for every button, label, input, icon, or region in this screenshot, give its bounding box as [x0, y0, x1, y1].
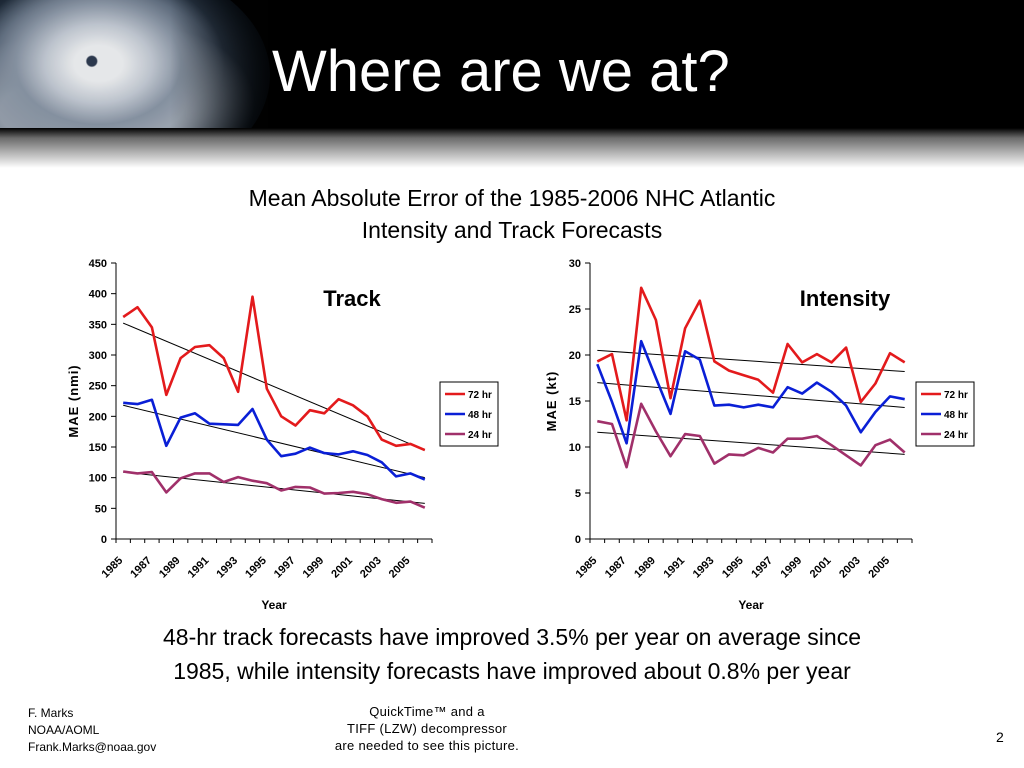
intensity-y-tick-label: 20	[569, 350, 581, 362]
intensity-trend-line	[597, 349, 905, 373]
slide-title: Where are we at?	[272, 39, 730, 104]
track-x-tick-label: 1993	[214, 555, 240, 581]
banner-gradient-edge	[0, 128, 1024, 168]
intensity-series-48-hr-line	[596, 339, 905, 445]
missing-picture-placeholder: QuickTime™ and a TIFF (LZW) decompressor…	[300, 703, 554, 754]
track-x-tick-label: 2001	[329, 555, 355, 581]
track-trend-line	[123, 404, 425, 479]
intensity-trend-line	[597, 431, 905, 455]
intensity-x-tick-label: 1987	[603, 555, 629, 581]
subtitle-line-1: Mean Absolute Error of the 1985-2006 NHC…	[248, 185, 776, 211]
track-y-tick-label: 450	[89, 258, 107, 270]
author-footer: F. Marks NOAA/AOML Frank.Marks@noaa.gov	[28, 705, 156, 756]
track-x-tick-label: 2005	[387, 555, 413, 581]
author-email: Frank.Marks@noaa.gov	[28, 740, 157, 754]
track-y-axis-label: MAE (nmi)	[66, 364, 81, 437]
intensity-y-tick-label: 25	[569, 304, 581, 316]
intensity-series-72-hr-line	[596, 286, 906, 422]
track-x-tick-label: 1997	[272, 555, 298, 581]
subtitle-line-2: Intensity and Track Forecasts	[361, 217, 663, 243]
track-y-tick-label: 50	[95, 503, 107, 515]
track-x-tick-label: 1999	[301, 555, 327, 581]
track-chart-title: Track	[323, 286, 381, 311]
intensity-trend-line	[597, 382, 905, 408]
track-legend-label: 24 hr	[468, 430, 492, 441]
track-x-axis-label: Year	[261, 598, 287, 612]
track-y-tick-label: 200	[89, 411, 107, 423]
track-series-72-hr-line	[122, 295, 426, 452]
intensity-x-tick-label: 2005	[866, 555, 892, 581]
track-y-tick-label: 250	[89, 381, 107, 393]
placeholder-line-2: TIFF (LZW) decompressor	[346, 721, 508, 736]
track-y-tick-label: 300	[89, 350, 107, 362]
caption-line-1: 48-hr track forecasts have improved 3.5%…	[162, 624, 862, 650]
placeholder-line-1: QuickTime™ and a	[369, 704, 485, 719]
intensity-x-tick-label: 1995	[720, 555, 746, 581]
intensity-y-tick-label: 0	[575, 534, 581, 546]
intensity-x-tick-label: 2001	[808, 555, 834, 581]
intensity-x-tick-label: 1997	[749, 555, 775, 581]
intensity-x-tick-label: 1999	[779, 555, 805, 581]
track-y-tick-label: 400	[89, 289, 107, 301]
intensity-x-tick-label: 2003	[837, 555, 863, 581]
intensity-legend-box	[915, 381, 975, 447]
caption-line-2: 1985, while intensity forecasts have imp…	[173, 658, 851, 684]
intensity-legend-label: 24 hr	[944, 430, 968, 441]
page-number: 2	[996, 729, 1004, 745]
track-x-tick-label: 1989	[157, 555, 183, 581]
placeholder-line-3: are needed to see this picture.	[334, 738, 520, 753]
track-legend-label: 72 hr	[468, 390, 492, 401]
author-name: F. Marks	[28, 706, 74, 720]
track-y-tick-label: 100	[89, 473, 107, 485]
track-series-48-hr-line	[123, 398, 426, 481]
track-y-tick-label: 350	[89, 319, 107, 331]
intensity-y-tick-label: 5	[575, 488, 581, 500]
intensity-x-tick-label: 1993	[691, 555, 717, 581]
slide-caption: 48-hr track forecasts have improved 3.5%…	[40, 620, 984, 688]
banner-fade	[0, 0, 1024, 140]
intensity-y-tick-label: 10	[569, 442, 581, 454]
track-y-tick-label: 150	[89, 442, 107, 454]
track-x-tick-label: 1991	[186, 555, 212, 581]
chart-subtitle: Mean Absolute Error of the 1985-2006 NHC…	[112, 182, 912, 246]
intensity-y-tick-label: 15	[569, 396, 581, 408]
intensity-y-tick-label: 30	[569, 258, 581, 270]
intensity-series-24-hr-line	[597, 402, 906, 469]
intensity-y-axis-label: MAE (kt)	[544, 371, 559, 432]
intensity-legend-label: 72 hr	[944, 390, 968, 401]
intensity-x-tick-label: 1989	[632, 555, 658, 581]
intensity-legend-label: 48 hr	[944, 410, 968, 421]
track-legend-label: 48 hr	[468, 410, 492, 421]
intensity-x-tick-label: 1985	[574, 555, 600, 581]
intensity-x-tick-label: 1991	[661, 555, 687, 581]
track-x-tick-label: 2003	[358, 555, 384, 581]
track-y-tick-label: 0	[101, 534, 107, 546]
track-x-tick-label: 1987	[128, 555, 154, 581]
intensity-x-axis-label: Year	[738, 598, 764, 612]
track-x-tick-label: 1985	[100, 555, 126, 581]
author-org: NOAA/AOML	[28, 723, 100, 737]
track-series-24-hr-line	[123, 470, 426, 509]
title-banner: Where are we at?	[0, 0, 1024, 140]
intensity-chart-title: Intensity	[800, 286, 891, 311]
track-x-tick-label: 1995	[243, 555, 269, 581]
